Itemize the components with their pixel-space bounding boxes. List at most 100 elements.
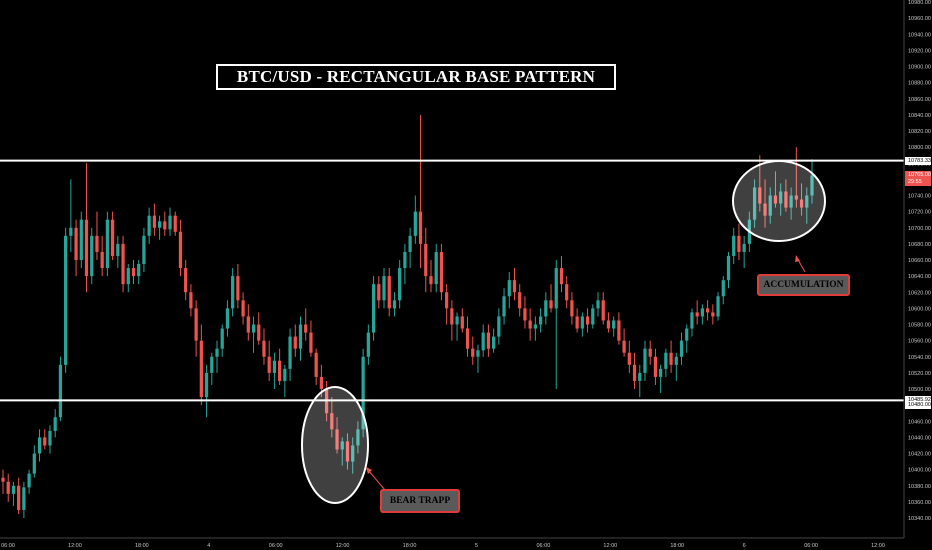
candle-body <box>377 284 381 301</box>
candle <box>116 235 120 269</box>
candle <box>512 268 517 301</box>
candle-body <box>606 320 611 329</box>
candle <box>309 320 313 357</box>
y-tick-label: 10340.00 <box>908 516 931 522</box>
candle <box>685 324 689 353</box>
candle <box>11 481 16 506</box>
y-tick-label: 10560.00 <box>908 339 931 345</box>
candle <box>361 348 365 438</box>
candle-body <box>460 316 464 329</box>
candle <box>794 147 798 208</box>
y-tick-label: 10520.00 <box>908 371 931 377</box>
candle <box>643 340 647 381</box>
candle-body <box>293 336 297 349</box>
y-tick-label: 10400.00 <box>908 468 931 474</box>
x-tick-label: 12:00 <box>603 543 617 549</box>
candle <box>298 316 303 361</box>
candle-body <box>163 221 167 230</box>
x-tick-label: 12:00 <box>336 543 350 549</box>
candle <box>523 296 527 329</box>
candle <box>17 477 21 514</box>
candle <box>752 179 757 228</box>
candle-body <box>716 296 720 317</box>
x-tick-label: 12:00 <box>871 543 885 549</box>
candle <box>737 223 741 260</box>
candle <box>408 227 412 269</box>
candle-body <box>638 372 642 381</box>
candle <box>27 469 31 494</box>
y-tick-label: 10360.00 <box>908 500 931 506</box>
candle <box>424 227 428 293</box>
candle <box>810 159 814 204</box>
candle-body <box>387 276 391 309</box>
y-tick-label: 10940.00 <box>908 32 931 38</box>
candle <box>711 304 715 325</box>
candle-body <box>659 368 663 377</box>
candle-body <box>43 437 47 446</box>
candle <box>690 308 694 337</box>
candle <box>288 328 292 381</box>
candle <box>272 352 277 389</box>
candle <box>669 340 673 373</box>
candle <box>90 227 94 285</box>
candle-body <box>309 332 313 353</box>
candle-body <box>340 441 344 450</box>
candle <box>37 429 42 462</box>
y-tick-label: 10440.00 <box>908 435 931 441</box>
candle <box>799 183 804 216</box>
candle <box>403 243 407 285</box>
candle-body <box>429 276 433 285</box>
candle <box>559 255 564 293</box>
candle <box>340 437 344 466</box>
candle <box>596 292 600 317</box>
candle-body <box>74 227 78 260</box>
candle-body <box>559 268 564 285</box>
candle-body <box>157 221 162 228</box>
candle-body <box>210 356 214 373</box>
candle-body <box>236 276 240 301</box>
candle-body <box>507 280 511 297</box>
candle <box>157 215 162 240</box>
candle-body <box>304 324 308 333</box>
candle <box>455 312 459 341</box>
candle-body <box>58 364 63 418</box>
candle <box>398 260 402 309</box>
y-tick-label: 10500.00 <box>908 387 931 393</box>
candle <box>492 328 496 353</box>
candle-body <box>549 300 553 309</box>
y-tick-label: 10640.00 <box>908 274 931 280</box>
candle <box>528 308 532 341</box>
candle-body <box>512 280 517 293</box>
candle <box>585 308 590 333</box>
candle-body <box>439 251 444 293</box>
candle-body <box>189 292 193 309</box>
candle <box>293 324 297 357</box>
candle-body <box>455 316 459 325</box>
candle <box>622 328 626 357</box>
candle <box>173 211 177 236</box>
candle-body <box>95 235 99 252</box>
candle <box>507 272 511 309</box>
candle-body <box>570 300 574 317</box>
bear-trapp-ellipse <box>301 386 369 504</box>
candle <box>481 324 485 357</box>
price-badge: 10783.33 <box>905 156 931 165</box>
candle-body <box>168 215 172 230</box>
y-tick-label: 10660.00 <box>908 258 931 264</box>
x-tick-label: 06:00 <box>537 543 551 549</box>
candle-body <box>392 300 397 309</box>
annotation-arrows <box>366 255 806 491</box>
y-tick-label: 10840.00 <box>908 113 931 119</box>
candle-body <box>371 284 376 333</box>
candle-body <box>695 312 699 317</box>
candle <box>601 292 605 325</box>
candle <box>366 324 370 365</box>
candle <box>716 292 720 321</box>
candle-body <box>627 352 631 365</box>
candle-body <box>204 372 209 398</box>
price-badge: 10485.92 <box>905 396 931 405</box>
candle <box>779 183 783 216</box>
candle-body <box>502 296 506 317</box>
x-tick-label: 18:00 <box>670 543 684 549</box>
